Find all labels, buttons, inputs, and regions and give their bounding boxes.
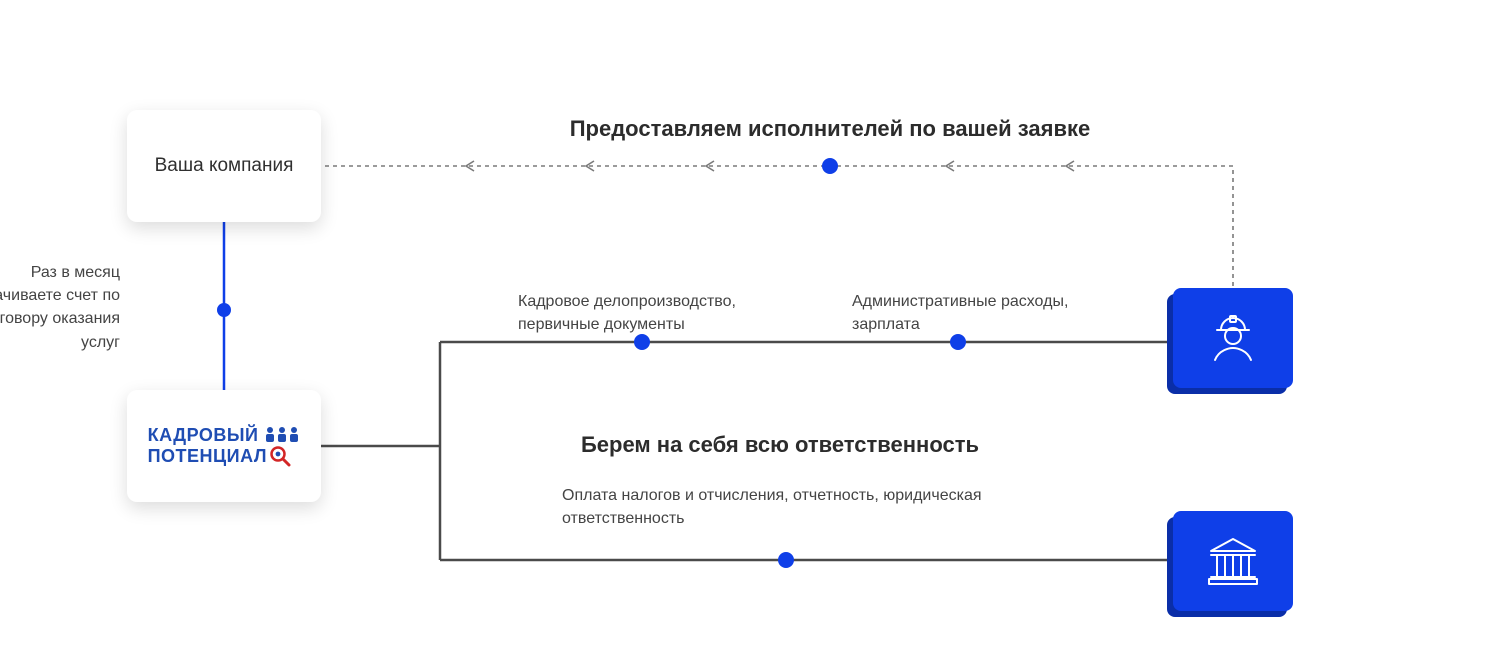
edge-dashed-return <box>321 166 1233 286</box>
dot-dashed <box>822 158 838 174</box>
worker-icon <box>1201 306 1265 370</box>
dot-top-2 <box>950 334 966 350</box>
provider-logo: КАДРОВЫЙ ПОТЕНЦИАЛ <box>148 425 301 467</box>
text-monthly-note: Раз в месяц оплачиваете счет по договору… <box>0 261 120 354</box>
dot-bottom <box>778 552 794 568</box>
people-icon <box>264 425 300 445</box>
dot-top-1 <box>634 334 650 350</box>
dot-vertical <box>217 303 231 317</box>
provider-logo-line2: ПОТЕНЦИАЛ <box>148 447 267 466</box>
card-company-label: Ваша компания <box>155 153 294 179</box>
heading-responsibility: Берем на себя всю ответственность <box>470 432 1090 458</box>
magnifier-icon <box>269 445 291 467</box>
text-taxes-note: Оплата налогов и отчисления, отчетность,… <box>562 484 1002 530</box>
diagram-canvas: Ваша компания КАДРОВЫЙ ПОТЕНЦИАЛ <box>0 0 1500 667</box>
government-icon <box>1201 529 1265 593</box>
heading-top: Предоставляем исполнителей по вашей заяв… <box>420 116 1240 142</box>
tile-worker <box>1173 288 1293 388</box>
card-provider: КАДРОВЫЙ ПОТЕНЦИАЛ <box>127 390 321 502</box>
text-admin-costs: Административные расходы, зарплата <box>852 290 1072 336</box>
text-hr-docs: Кадровое делопроизводство, первичные док… <box>518 290 778 336</box>
tile-government <box>1173 511 1293 611</box>
provider-logo-line1: КАДРОВЫЙ <box>148 426 259 445</box>
card-company: Ваша компания <box>127 110 321 222</box>
